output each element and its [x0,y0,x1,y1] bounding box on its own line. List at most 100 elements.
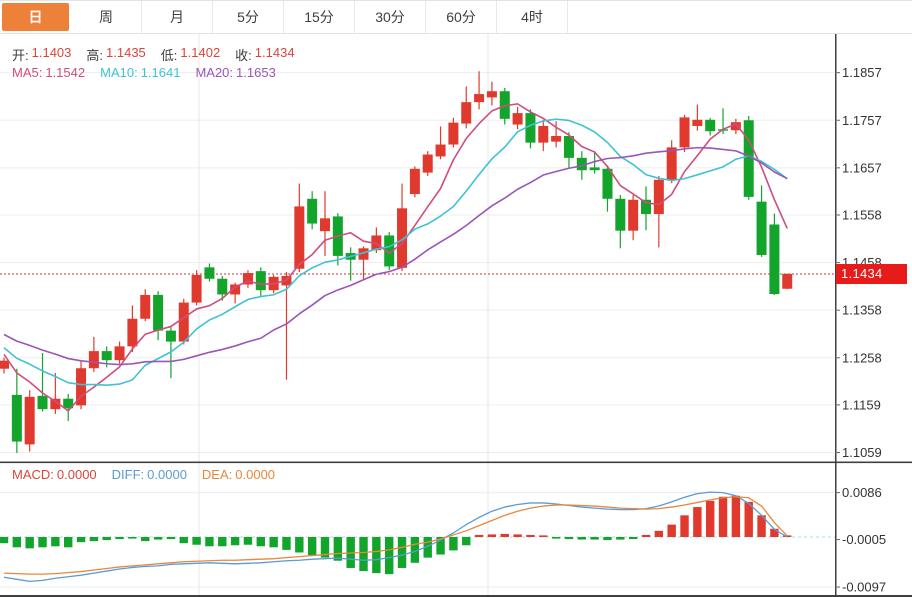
legend-value: 0.0000 [147,467,187,482]
candle-body [320,218,330,232]
legend-item: 开: 1.1403 [12,45,71,64]
price-axis-label: 1.1358 [842,303,882,318]
macd-hist-bar [462,537,471,546]
macd-hist-bar [385,537,394,575]
macd-axis-label: 0.0086 [842,485,882,500]
legend-label: 高: [86,48,104,63]
legend-item: 收: 1.1434 [235,45,294,64]
candle-body [705,119,716,132]
macd-hist-bar [654,530,664,537]
candle-body [88,351,99,369]
tab-timeframe-0[interactable]: 日 [0,1,71,33]
candle-body [230,284,241,295]
macd-hist-bar [141,537,150,542]
macd-hist-bar [680,515,689,537]
candle-body [782,274,793,289]
candle-body [563,135,574,158]
macd-hist-bar [12,537,22,548]
candle-body [63,398,74,409]
macd-hist-bar [179,537,188,544]
macd-hist-bar [359,537,368,572]
macd-hist-bar [449,537,458,551]
macd-hist-bar [487,534,497,537]
macd-legend: MACD: 0.0000 DIFF: 0.0000 DEA: 0.0000 [12,467,290,482]
macd-hist-bar [0,537,9,544]
candle-body [461,102,472,124]
bottom-border [0,595,912,597]
legend-label: MACD: [12,467,54,482]
candle-body [178,302,189,342]
macd-axis-label: -0.0097 [842,580,886,595]
tab-timeframe-4[interactable]: 15分 [284,1,355,33]
candle-body [397,208,408,268]
current-price-badge: 1.1434 [836,264,907,284]
macd-hist-bar [718,496,728,537]
tab-timeframe-3[interactable]: 5分 [213,1,284,33]
macd-hist-bar [744,501,753,537]
legend-value: 1.1402 [180,45,221,60]
macd-hist-bar [192,537,201,545]
candle-body [589,167,600,171]
candle-body [448,122,459,145]
price-axis-label: 1.1258 [842,350,882,365]
macd-hist-bar [256,537,265,547]
macd-hist-bar [757,515,766,537]
macd-hist-bar [590,537,599,540]
candle-body [512,113,523,125]
tab-timeframe-5[interactable]: 30分 [355,1,426,33]
legend-item: 高: 1.1435 [86,45,145,64]
macd-hist-bar [577,537,586,540]
legend-value: 1.1542 [45,65,86,80]
tab-timeframe-2[interactable]: 月 [142,1,213,33]
candle-body [769,224,780,294]
legend-label: 收: [235,48,252,63]
macd-hist-bar [628,537,638,540]
ma10-line [3,118,788,386]
macd-hist-bar [770,528,779,537]
tab-timeframe-6[interactable]: 60分 [426,1,497,33]
candle-body [435,144,446,157]
macd-hist-bar [410,537,420,563]
candle-body [76,368,87,406]
candle-body [474,94,485,103]
legend-value: 1.1653 [236,65,276,80]
macd-hist-bar [307,537,317,556]
macd-hist-bar [218,537,227,547]
macd-hist-bar [616,537,625,540]
tab-timeframe-1[interactable]: 周 [71,1,142,33]
tab-timeframe-7[interactable]: 4时 [497,1,568,33]
candle-body [153,294,164,331]
candle-body [307,198,318,224]
candle-body [692,119,703,126]
candle-body [422,154,433,173]
candle-body [756,201,767,255]
legend-value: 1.1435 [106,45,146,60]
ohlc-legend: 开: 1.1403 高: 1.1435 低: 1.1402 收: 1.1434 [12,45,310,64]
candle-body [165,330,176,342]
candle-body [679,117,690,148]
candle-body [255,271,266,291]
legend-item: MA10: 1.1641 [100,65,180,80]
macd-hist-bar [333,537,343,561]
legend-item: MA5: 1.1542 [12,65,85,80]
macd-hist-bar [102,537,111,541]
macd-hist-bar [372,537,381,574]
y-axis-line [835,34,837,597]
candle-body [0,360,9,369]
macd-hist-bar [526,534,535,537]
candle-body [358,248,369,260]
legend-label: DIFF: [111,467,145,482]
macd-hist-bar [564,537,574,540]
legend-label: MA10: [100,65,138,80]
macd-hist-bar [38,537,47,548]
candle-body [653,179,664,215]
candle-body [217,278,228,295]
candle-body [11,394,22,442]
candle-body [191,274,202,303]
legend-label: 低: [160,48,178,63]
candle-body [602,168,613,199]
macd-hist-bar [153,537,163,540]
macd-hist-bar [474,534,484,537]
macd-hist-bar [25,537,34,549]
